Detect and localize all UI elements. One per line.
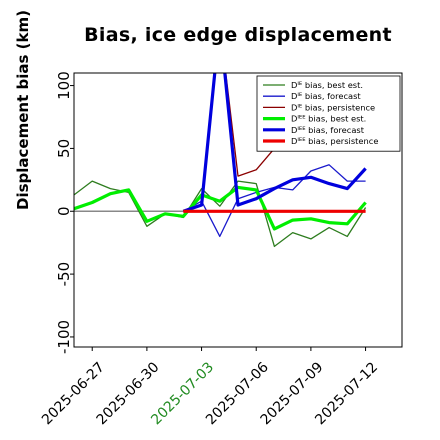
chart-title: Bias, ice edge displacement [84,24,392,46]
series-line-5 [182,73,367,213]
y-tick-label: 100 [55,71,73,100]
legend-box [256,75,401,152]
series-line-4 [74,185,367,231]
plot-frame [73,72,403,348]
legend-label: Dᴵᴱᴱ bias, forecast [291,125,365,135]
y-tick-label: 0 [55,206,73,216]
legend-label: Dᴵᴱ bias, persistence [291,102,375,112]
y-tick-label: -100 [55,320,73,354]
legend-label: Dᴵᴱ bias, best est. [291,80,363,90]
y-tick-label: -50 [55,262,73,287]
legend-label: Dᴵᴱᴱ bias, persistence [291,136,378,146]
legend-label: Dᴵᴱᴱ bias, best est. [291,114,366,124]
y-tick-label: 50 [55,139,73,158]
legend-label: Dᴵᴱ bias, forecast [291,91,361,101]
